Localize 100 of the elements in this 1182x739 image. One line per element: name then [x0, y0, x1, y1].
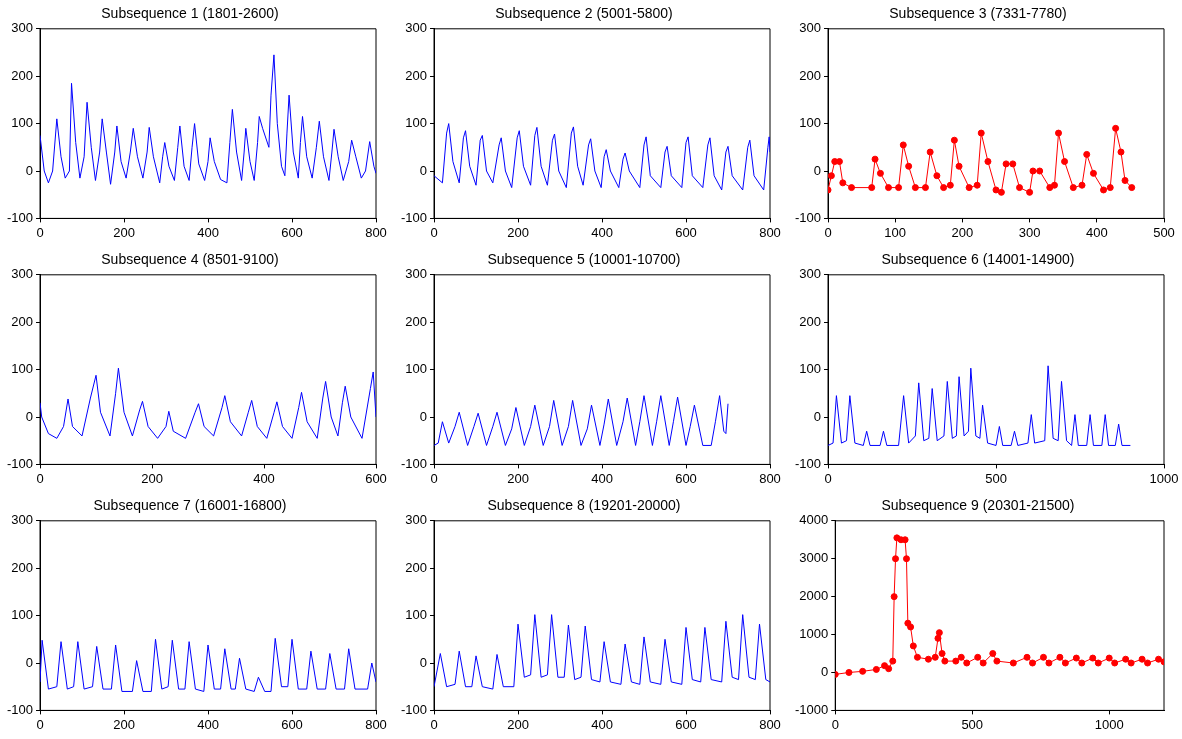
x-tick-label: 400: [591, 716, 613, 732]
y-tick-label: 200: [11, 559, 34, 575]
point: [935, 629, 943, 637]
x-tick-label: 500: [961, 716, 984, 732]
point: [1072, 654, 1080, 662]
point: [950, 136, 958, 144]
point: [1055, 129, 1062, 137]
y-tick-label: 300: [11, 512, 34, 528]
x-tick-label: 0: [430, 716, 438, 732]
y-tick-label: -100: [400, 701, 428, 717]
y-tick-label: -100: [400, 455, 428, 471]
y-tick-label: 200: [799, 67, 822, 83]
point: [905, 162, 913, 170]
y-tick-label: 200: [799, 313, 822, 329]
point: [1128, 184, 1136, 192]
point: [1100, 186, 1108, 194]
point: [1023, 653, 1031, 661]
x-tick-label: 0: [831, 716, 839, 732]
point: [872, 665, 880, 673]
point: [868, 184, 876, 192]
y-tick-label: -1000: [795, 701, 829, 717]
point: [1061, 158, 1069, 166]
y-tick-label: 200: [405, 313, 428, 329]
y-tick-label: 100: [11, 607, 34, 623]
x-tick-label: 400: [591, 224, 613, 240]
point: [1050, 181, 1058, 189]
point: [1089, 169, 1097, 177]
x-tick-label: 300: [1018, 224, 1041, 240]
point: [876, 169, 884, 177]
point: [957, 653, 965, 661]
x-tick-label: 500: [985, 470, 1007, 486]
point: [952, 657, 960, 665]
point: [899, 141, 907, 149]
y-tick-label: 4000: [799, 512, 829, 528]
point: [909, 642, 917, 650]
x-tick-label: 1000: [1149, 470, 1179, 486]
x-tick-label: 400: [1085, 224, 1108, 240]
point: [989, 650, 997, 658]
point: [845, 668, 853, 676]
point: [848, 184, 856, 192]
point: [934, 634, 942, 642]
point: [1056, 653, 1064, 661]
x-tick-label: 200: [507, 224, 529, 240]
point: [1117, 148, 1125, 156]
chart-title: Subsequence 4 (8501-9100): [101, 251, 279, 268]
x-tick-label: 0: [36, 224, 44, 240]
y-tick-label: 100: [405, 607, 428, 623]
point: [1122, 655, 1130, 663]
point: [1083, 150, 1091, 158]
x-tick-label: 1000: [1094, 716, 1124, 732]
y-tick-label: 100: [799, 361, 822, 377]
y-tick-label: 300: [799, 20, 822, 36]
x-tick-label: 200: [113, 716, 135, 732]
chart-title: Subsequence 8 (19201-20000): [487, 497, 681, 514]
point: [885, 184, 892, 192]
y-tick-label: 0: [25, 408, 34, 424]
point: [1061, 659, 1069, 667]
y-tick-label: -100: [6, 455, 34, 471]
point: [885, 665, 893, 673]
point: [889, 657, 897, 665]
point: [911, 184, 919, 192]
point: [984, 158, 992, 166]
point: [1009, 659, 1017, 667]
chart-title: Subsequence 2 (5001-5800): [495, 5, 673, 22]
x-tick-label: 100: [884, 224, 907, 240]
point: [1029, 167, 1037, 175]
point: [997, 188, 1005, 196]
point: [1039, 653, 1047, 661]
point: [946, 181, 954, 189]
point: [1045, 659, 1053, 667]
y-tick-label: -100: [6, 701, 34, 717]
point: [1069, 184, 1077, 192]
point: [973, 181, 981, 189]
point: [1127, 659, 1135, 667]
point: [1089, 654, 1097, 662]
y-tick-label: 100: [11, 361, 34, 377]
x-tick-label: 400: [253, 470, 275, 486]
point: [938, 650, 946, 658]
y-tick-label: -100: [400, 209, 428, 225]
x-tick-label: 400: [197, 224, 219, 240]
point: [828, 172, 835, 180]
point: [926, 148, 934, 156]
point: [1138, 655, 1146, 663]
x-tick-label: 200: [141, 470, 163, 486]
point: [871, 155, 879, 163]
point: [921, 184, 929, 192]
y-tick-label: 100: [405, 115, 428, 131]
point: [1002, 160, 1010, 168]
point: [1009, 160, 1017, 168]
point: [974, 653, 982, 661]
x-tick-label: 400: [591, 470, 613, 486]
y-tick-label: 2000: [799, 588, 829, 604]
y-tick-label: -100: [794, 455, 822, 471]
point: [1078, 659, 1086, 667]
point: [955, 162, 963, 170]
point: [1106, 184, 1114, 192]
chart-title: Subsequence 7 (16001-16800): [93, 497, 287, 514]
x-tick-label: 800: [365, 224, 387, 240]
x-tick-label: 800: [759, 470, 781, 486]
x-tick-label: 600: [675, 470, 697, 486]
